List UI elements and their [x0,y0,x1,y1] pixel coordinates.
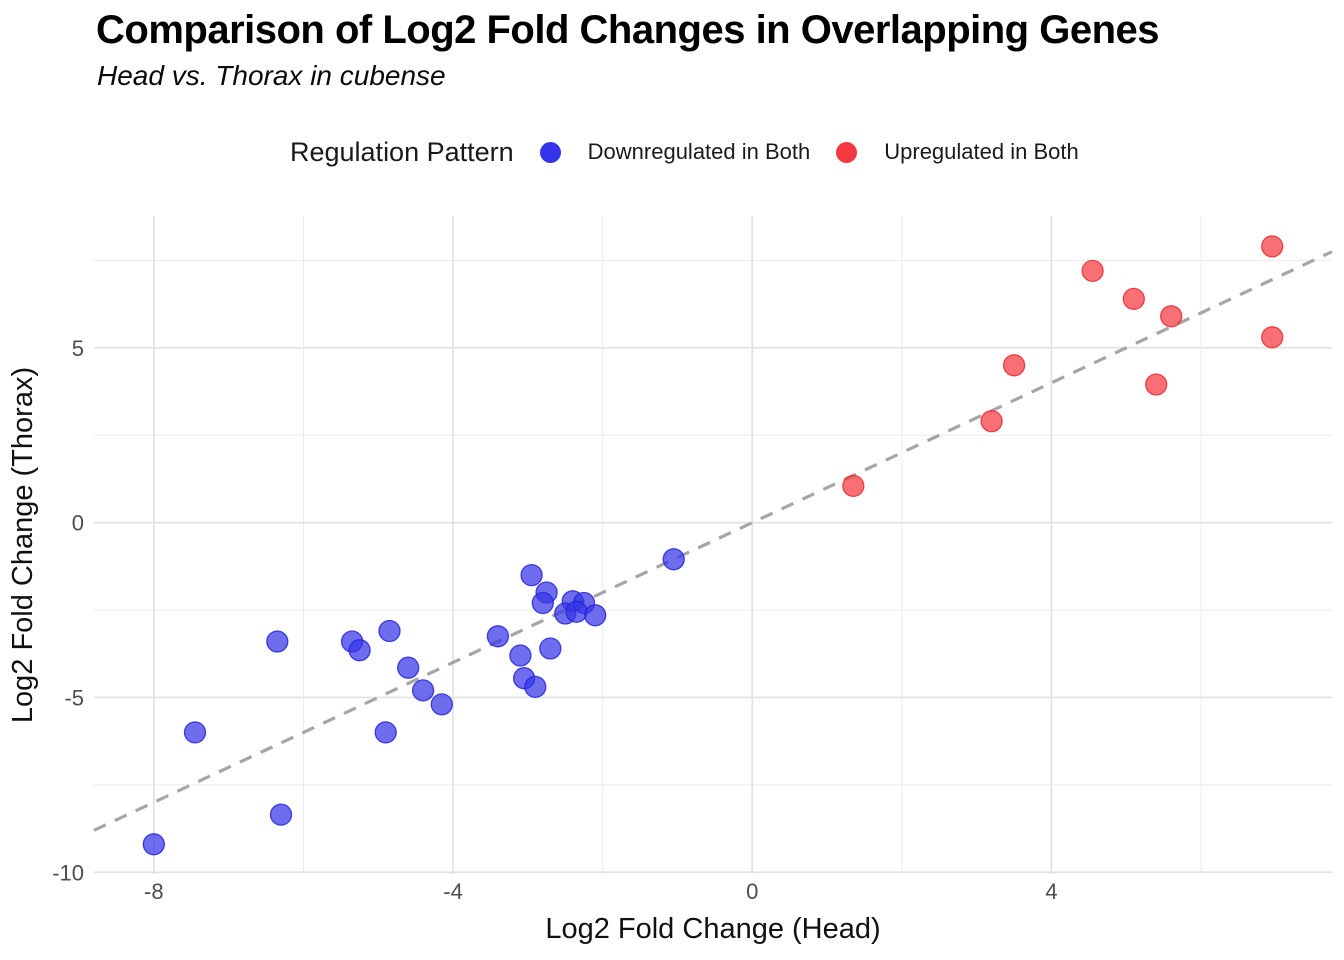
data-point [397,656,420,679]
data-point [842,474,865,498]
x-axis-tick-labels: -8 -4 0 4 [144,879,1058,904]
data-point [183,721,207,744]
data-point [374,721,397,744]
data-point [269,803,293,826]
x-tick-label: 0 [746,879,758,904]
chart-subtitle: Head vs. Thorax in cubense [97,60,446,91]
data-point [1081,259,1104,283]
data-point [524,675,547,699]
y-tick-label: 5 [72,336,84,361]
data-point [584,604,607,627]
data-point [980,410,1003,433]
data-point [1122,287,1145,311]
data-point [266,630,289,653]
minor-gridlines [94,216,1332,874]
data-point [539,637,562,660]
data-point [1145,373,1168,396]
legend-swatch-red-dot-icon [836,141,858,163]
series-downregulated-in-both [142,548,685,856]
data-point [378,619,401,643]
x-tick-label: -8 [144,879,164,904]
data-point [1002,354,1026,377]
major-gridlines [94,216,1332,874]
data-point [1261,235,1284,258]
y-axis-tick-labels: -10 -5 0 5 [52,336,84,885]
x-tick-label: 4 [1045,879,1057,904]
chart-title: Comparison of Log2 Fold Changes in Overl… [96,8,1160,52]
x-tick-label: -4 [443,879,463,904]
data-point [1160,305,1183,328]
data-point [565,600,588,623]
identity-line [93,250,1333,832]
series-upregulated-in-both [842,235,1284,498]
data-point [1261,326,1284,349]
legend-label: Downregulated in Both [587,139,811,164]
data-point [531,591,554,615]
legend-label: Upregulated in Both [884,139,1079,164]
x-axis-title: Log2 Fold Change (Head) [545,913,880,945]
data-points [142,235,1284,856]
y-tick-label: 0 [72,511,84,536]
identity-reference-line [93,250,1333,832]
data-point [142,833,165,856]
legend-title: Regulation Pattern [290,136,514,167]
data-point [662,548,685,571]
data-point [430,693,453,716]
data-point [486,625,510,648]
data-point [348,639,371,662]
legend: Regulation Pattern Downregulated in Both… [290,133,1105,171]
legend-swatch-blue-dot-icon [539,141,561,163]
legend-entry-upregulated: Upregulated in Both [836,139,1079,165]
data-point [411,679,435,702]
legend-entry-downregulated: Downregulated in Both [539,139,811,165]
y-axis-title: Log2 Fold Change (Thorax) [7,367,39,723]
y-tick-label: -5 [64,685,84,710]
data-point [520,563,543,587]
y-tick-label: -10 [52,860,84,885]
data-point [509,644,532,667]
